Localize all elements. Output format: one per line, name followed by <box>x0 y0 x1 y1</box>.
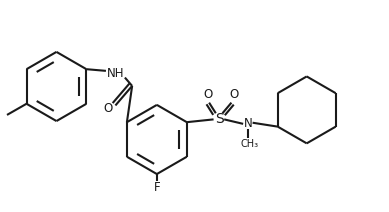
Text: F: F <box>154 181 160 194</box>
Text: CH₃: CH₃ <box>240 139 258 149</box>
Text: N: N <box>244 117 252 130</box>
Text: O: O <box>103 102 113 115</box>
Text: S: S <box>215 112 224 126</box>
Text: O: O <box>229 88 238 101</box>
Text: NH: NH <box>107 67 124 80</box>
Text: O: O <box>203 88 213 101</box>
